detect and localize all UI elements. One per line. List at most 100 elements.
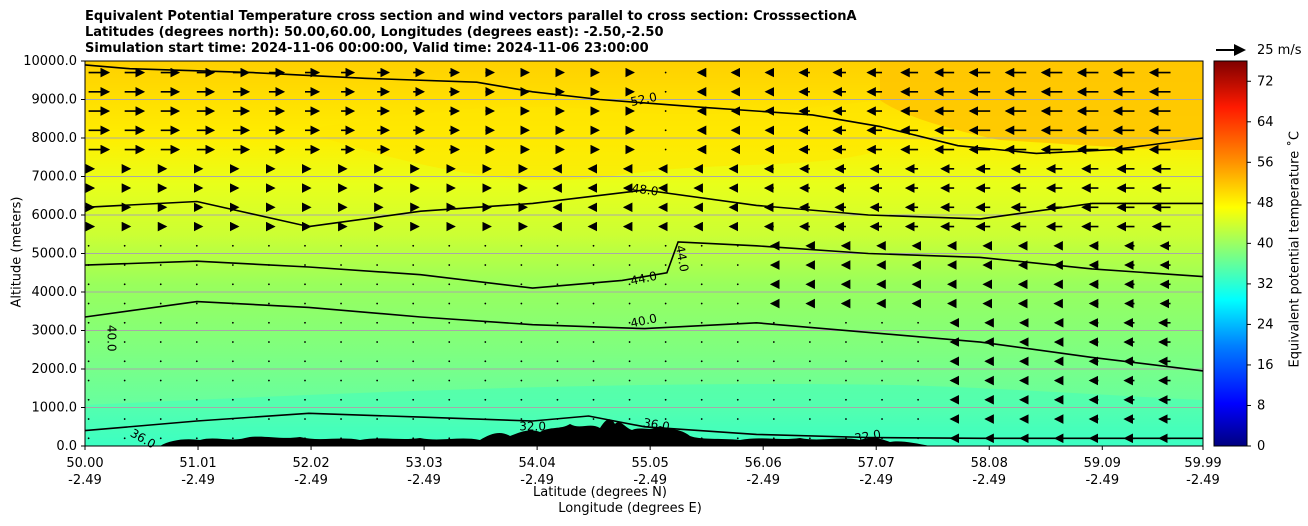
cool-band-lower — [85, 384, 1203, 446]
x-tick-label-lon: -2.49 — [68, 473, 102, 488]
wind-vector — [808, 341, 811, 343]
wind-vector — [556, 341, 559, 343]
wind-vector — [376, 360, 379, 363]
wind-vector — [484, 321, 487, 324]
wind-vector — [340, 341, 342, 343]
wind-vector — [195, 244, 198, 247]
wind-vector — [159, 437, 162, 440]
wind-vector — [412, 418, 415, 420]
wind-vector — [628, 379, 631, 382]
wind-vector — [592, 283, 595, 286]
colorbar-tick-label: 8 — [1257, 398, 1265, 413]
wind-vector — [917, 379, 919, 382]
wind-vector — [159, 302, 162, 305]
y-tick-label: 2000.0 — [32, 362, 78, 377]
x-tick-label-lon: -2.49 — [972, 473, 1006, 488]
wind-vector — [592, 418, 595, 420]
wind-vector — [592, 379, 595, 382]
wind-vector — [231, 379, 234, 382]
wind-vector — [520, 341, 523, 343]
wind-vector — [159, 360, 162, 363]
wind-vector — [808, 321, 811, 324]
wind-vector — [412, 341, 415, 343]
wind-vector — [592, 244, 595, 247]
contour-label: 44.0 — [673, 244, 691, 273]
wind-vector — [917, 360, 919, 363]
wind-vector — [664, 148, 667, 151]
wind-vector — [664, 398, 667, 401]
colorbar-tick-label: 40 — [1257, 236, 1274, 251]
wind-vector — [664, 379, 667, 382]
wind-vector — [484, 302, 487, 305]
wind-vector — [340, 321, 342, 324]
wind-vector — [845, 379, 847, 382]
wind-vector — [484, 379, 487, 382]
wind-vector — [195, 321, 198, 324]
wind-vector — [736, 302, 739, 305]
x-tick-label-lon: -2.49 — [407, 473, 441, 488]
x-tick-label-lon: -2.49 — [520, 473, 554, 488]
wind-vector — [340, 283, 342, 286]
wind-vector — [412, 360, 415, 363]
colorbar-tick-label: 48 — [1257, 196, 1274, 211]
wind-vector — [700, 341, 703, 343]
wind-vector — [448, 437, 451, 440]
wind-vector — [448, 283, 451, 286]
wind-vector — [520, 418, 523, 420]
wind-vector — [123, 283, 126, 286]
y-tick-label: 8000.0 — [32, 131, 78, 146]
contour-label: 32.0 — [519, 420, 546, 434]
colorbar-ticks: 0 8 16 24 32 40 48 56 64 72 — [1247, 74, 1274, 454]
contour-label: 48.0 — [631, 181, 659, 199]
x-ticks: 50.00 -2.49 51.01 -2.49 52.02 -2.49 53.03 -2.49… — [66, 446, 1222, 488]
y-tick-label: 6000.0 — [32, 208, 78, 223]
wind-vector — [700, 244, 703, 247]
wind-vector — [231, 360, 234, 363]
wind-vector — [87, 418, 90, 420]
wind-vector — [808, 360, 811, 363]
wind-vector — [881, 398, 883, 401]
wind-vector — [304, 360, 306, 363]
wind-vector — [412, 302, 415, 305]
wind-vector — [556, 264, 559, 266]
wind-vector — [628, 302, 631, 305]
wind-vector — [268, 341, 270, 343]
wind-vector — [195, 283, 198, 286]
y-tick-label: 3000.0 — [32, 324, 78, 339]
wind-vector — [700, 360, 703, 363]
colorbar-tick-label: 72 — [1257, 74, 1274, 89]
contour-label: 52.0 — [629, 90, 658, 109]
wind-vector — [304, 264, 306, 266]
wind-vector — [304, 321, 306, 324]
wind-vector — [304, 302, 306, 305]
x-tick-label-lon: -2.49 — [859, 473, 893, 488]
wind-vector — [628, 360, 631, 363]
wind-vector — [556, 321, 559, 324]
terrain-silhouette — [85, 419, 930, 446]
wind-vector — [700, 302, 703, 305]
y-tick-label: 7000.0 — [32, 170, 78, 185]
wind-vector — [808, 418, 811, 420]
wind-vector — [845, 418, 847, 420]
wind-vector — [376, 321, 379, 324]
wind-vector — [484, 283, 487, 286]
wind-vector — [664, 110, 667, 112]
wind-vector — [881, 379, 883, 382]
wind-vector — [123, 418, 126, 420]
wind-vector — [231, 283, 234, 286]
contour-52 — [84, 64, 1204, 155]
wind-vector — [484, 418, 487, 420]
x-tick-label-lat: 58.08 — [971, 456, 1008, 471]
wind-vector — [664, 321, 667, 324]
y-tick-label: 4000.0 — [32, 285, 78, 300]
colorbar-label: Equivalent potential temperature ˚C — [1287, 131, 1303, 368]
wind-vector — [772, 360, 775, 363]
x-tick-label-lat: 54.04 — [519, 456, 556, 471]
wind-vector — [772, 341, 775, 343]
wind-vector — [700, 379, 703, 382]
wind-vector — [556, 398, 559, 401]
wind-vector — [520, 398, 523, 401]
wind-vector — [881, 418, 883, 420]
wind-vector — [340, 360, 342, 363]
wind-vector — [195, 264, 198, 266]
